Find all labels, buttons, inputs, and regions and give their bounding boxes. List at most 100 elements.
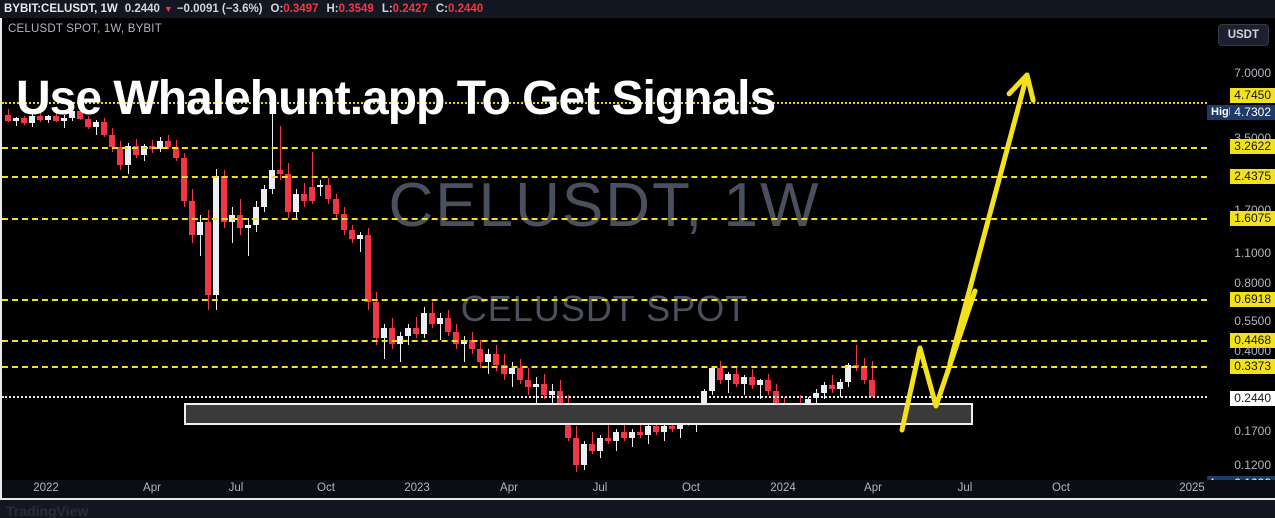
candle: [181, 153, 187, 207]
currency-unit-button[interactable]: USDT: [1217, 24, 1269, 46]
time-label-Apr[interactable]: Apr: [500, 482, 518, 494]
candle: [445, 310, 451, 336]
candle: [349, 224, 355, 244]
candle-body: [85, 118, 91, 127]
price-label-0.1700[interactable]: 0.1700: [1234, 424, 1271, 438]
time-label-Oct[interactable]: Oct: [317, 482, 335, 494]
candle-body: [869, 380, 875, 397]
demand-zone-rectangle[interactable]: [184, 403, 973, 425]
level-line-3.2622[interactable]: [2, 147, 1207, 149]
candle-wick: [535, 376, 537, 403]
candle: [605, 423, 611, 444]
high-value: 0.3549: [338, 3, 374, 15]
price-label-7.0000[interactable]: 7.0000: [1234, 66, 1271, 80]
level-line-0.6918[interactable]: [2, 299, 1207, 301]
candle: [301, 182, 307, 207]
candle-body: [245, 224, 251, 229]
candle: [69, 109, 75, 122]
price-label-4.7302[interactable]: 4.7302: [1230, 105, 1275, 120]
candle: [525, 367, 531, 395]
level-line-0.244[interactable]: [2, 396, 1207, 398]
candle-body: [357, 235, 363, 240]
candle-body: [541, 383, 547, 395]
price-label-1.6075[interactable]: 1.6075: [1230, 211, 1275, 226]
time-label-Jul[interactable]: Jul: [957, 482, 973, 494]
level-line-0.4468[interactable]: [2, 340, 1207, 342]
price-label-0.8000[interactable]: 0.8000: [1234, 276, 1271, 290]
candle: [357, 231, 363, 252]
price-label-2.4375[interactable]: 2.4375: [1230, 169, 1275, 184]
candle-body: [285, 174, 291, 213]
time-label-Oct[interactable]: Oct: [1052, 482, 1070, 494]
time-label-Jul[interactable]: Jul: [228, 482, 244, 494]
ticker-symbol[interactable]: BYBIT:CELUSDT, 1W: [4, 3, 118, 15]
chart-plot-area[interactable]: CELUSDT, 1W CELUSDT SPOT Use Whalehunt.a…: [2, 18, 1207, 480]
candle-body: [349, 229, 355, 240]
candle-body: [845, 364, 851, 382]
level-line-1.6075[interactable]: [2, 218, 1207, 220]
time-label-Jul[interactable]: Jul: [592, 482, 608, 494]
high-key: H:: [326, 3, 339, 15]
candle-body: [341, 214, 347, 230]
close-value: 0.2440: [448, 3, 484, 15]
candle-wick: [855, 344, 857, 371]
candle-body: [821, 385, 827, 393]
price-label-4.7450[interactable]: 4.7450: [1230, 88, 1275, 103]
promo-headline: Use Whalehunt.app To Get Signals: [16, 72, 776, 125]
candle: [197, 215, 203, 257]
price-label-0.6918[interactable]: 0.6918: [1230, 292, 1275, 307]
price-label-0.4468[interactable]: 0.4468: [1230, 333, 1275, 348]
candle: [45, 114, 51, 124]
price-label-3.2622[interactable]: 3.2622: [1230, 139, 1275, 154]
candle: [61, 114, 67, 129]
candle-body: [21, 117, 27, 123]
candle-body: [45, 116, 51, 120]
candle-body: [573, 437, 579, 466]
price-axis[interactable]: 7.0000 4.7450 High 4.7302 3.5000 3.2622 2.4375…: [1207, 18, 1275, 491]
candle-body: [661, 426, 667, 432]
candle: [629, 428, 635, 448]
time-label-Oct[interactable]: Oct: [682, 482, 700, 494]
price-label-1.1000[interactable]: 1.1000: [1234, 246, 1271, 260]
level-line-2.4375[interactable]: [2, 176, 1207, 178]
price-label-0.3373[interactable]: 0.3373: [1230, 359, 1275, 374]
chart-legend[interactable]: CELUSDT SPOT, 1W, BYBIT: [8, 23, 162, 35]
price-label-0.2440[interactable]: 0.2440: [1230, 391, 1275, 406]
candle-wick: [463, 335, 465, 363]
price-label-0.4000[interactable]: 0.4000: [1234, 344, 1271, 358]
candle-body: [37, 115, 43, 120]
candle: [837, 378, 843, 397]
bullish-projection-arrow: [899, 72, 1036, 433]
candle: [741, 375, 747, 395]
time-label-2024[interactable]: 2024: [770, 482, 796, 494]
candle: [269, 111, 275, 194]
candle: [637, 416, 643, 438]
candle: [53, 112, 59, 123]
level-line-0.3373[interactable]: [2, 366, 1207, 368]
time-label-2022[interactable]: 2022: [33, 482, 59, 494]
candle-body: [757, 380, 763, 386]
time-axis[interactable]: 2022 Apr Jul Oct 2023 Apr Jul Oct 2024 Apr Jul Oct 2…: [2, 480, 1275, 498]
candle: [205, 209, 211, 311]
candle-body: [53, 116, 59, 122]
candle-body: [373, 302, 379, 338]
candle: [221, 170, 227, 229]
candle-wick: [551, 383, 553, 407]
time-label-Apr[interactable]: Apr: [143, 482, 161, 494]
candle-body: [69, 111, 75, 118]
candle-body: [125, 145, 131, 165]
candle-wick: [319, 180, 321, 197]
candle-body: [589, 443, 595, 451]
price-label-0.5500[interactable]: 0.5500: [1234, 314, 1271, 328]
time-label-2023[interactable]: 2023: [404, 482, 430, 494]
price-label-0.1200[interactable]: 0.1200: [1234, 458, 1271, 472]
ticker-high: H:0.3549: [326, 3, 373, 15]
open-key: O:: [270, 3, 284, 15]
candle-body: [709, 367, 715, 391]
candle: [373, 292, 379, 345]
low-value: 0.2427: [392, 3, 428, 15]
tradingview-logo[interactable]: TradingView: [6, 503, 89, 518]
time-label-2025[interactable]: 2025: [1179, 482, 1205, 494]
time-label-Apr[interactable]: Apr: [864, 482, 882, 494]
level-line-4.745[interactable]: [2, 102, 1207, 104]
